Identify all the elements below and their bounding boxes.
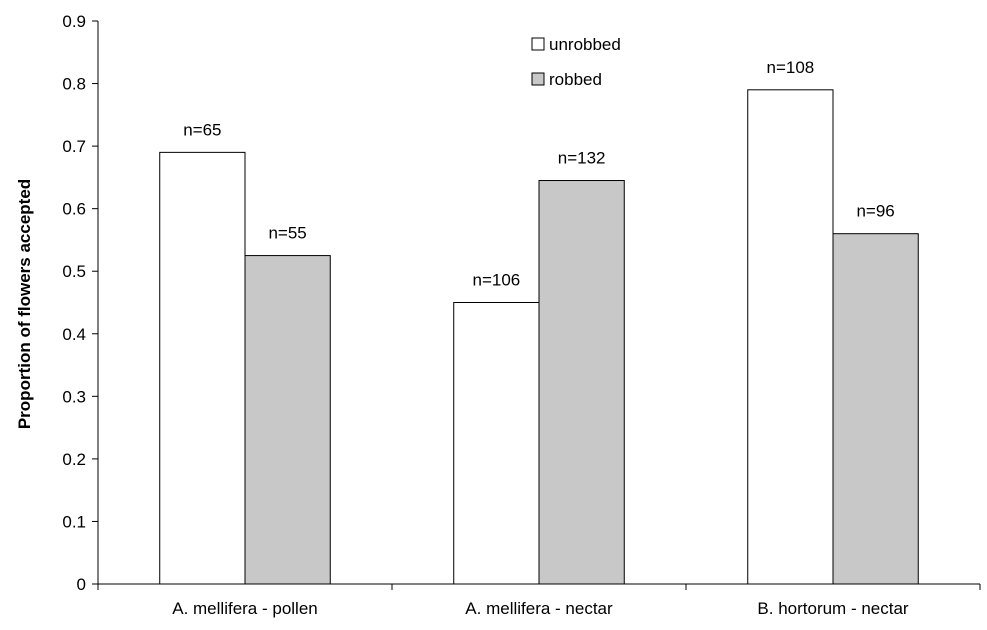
y-tick-label: 0.6 bbox=[62, 200, 86, 219]
bar-unrobbed bbox=[159, 151, 246, 585]
data-label-robbed: n=132 bbox=[558, 149, 606, 168]
data-labels: n=65 n=55 n=106 n=132 n=108 n=96 bbox=[183, 58, 895, 290]
legend-label-robbed: robbed bbox=[549, 70, 602, 89]
bar-robbed bbox=[538, 180, 625, 585]
y-tick-label: 0.9 bbox=[62, 12, 86, 31]
data-label-unrobbed: n=106 bbox=[472, 271, 520, 290]
data-label-unrobbed: n=65 bbox=[183, 120, 221, 139]
y-tick-label: 0.8 bbox=[62, 75, 86, 94]
bar-unrobbed bbox=[453, 302, 540, 585]
data-label-robbed: n=96 bbox=[856, 202, 894, 221]
bars bbox=[159, 89, 919, 585]
x-axis: A. mellifera - pollen A. mellifera - nect… bbox=[97, 583, 981, 618]
bar-unrobbed bbox=[747, 89, 834, 585]
x-category-label: A. mellifera - pollen bbox=[172, 599, 318, 618]
y-tick-label: 0.7 bbox=[62, 137, 86, 156]
legend-swatch-robbed bbox=[531, 72, 545, 86]
x-category-label: B. hortorum - nectar bbox=[757, 599, 909, 618]
bar-robbed bbox=[832, 233, 919, 585]
y-tick-label: 0.4 bbox=[62, 325, 86, 344]
legend-label-unrobbed: unrobbed bbox=[549, 35, 621, 54]
y-tick-label: 0.2 bbox=[62, 450, 86, 469]
y-tick-label: 0.1 bbox=[62, 512, 86, 531]
y-tick-label: 0.5 bbox=[62, 262, 86, 281]
data-label-robbed: n=55 bbox=[268, 224, 306, 243]
legend-swatch-unrobbed bbox=[531, 37, 545, 51]
y-axis: 0 0.1 0.2 0.3 0.4 0.5 0.6 0.7 0.8 0.9 bbox=[62, 12, 99, 594]
y-tick-label: 0 bbox=[77, 575, 86, 594]
x-category-label: A. mellifera - nectar bbox=[465, 599, 613, 618]
data-label-unrobbed: n=108 bbox=[766, 58, 814, 77]
bar-robbed bbox=[244, 255, 331, 585]
y-tick-label: 0.3 bbox=[62, 387, 86, 406]
legend: unrobbed robbed bbox=[531, 35, 621, 89]
y-axis-title: Proportion of flowers accepted bbox=[15, 179, 34, 429]
